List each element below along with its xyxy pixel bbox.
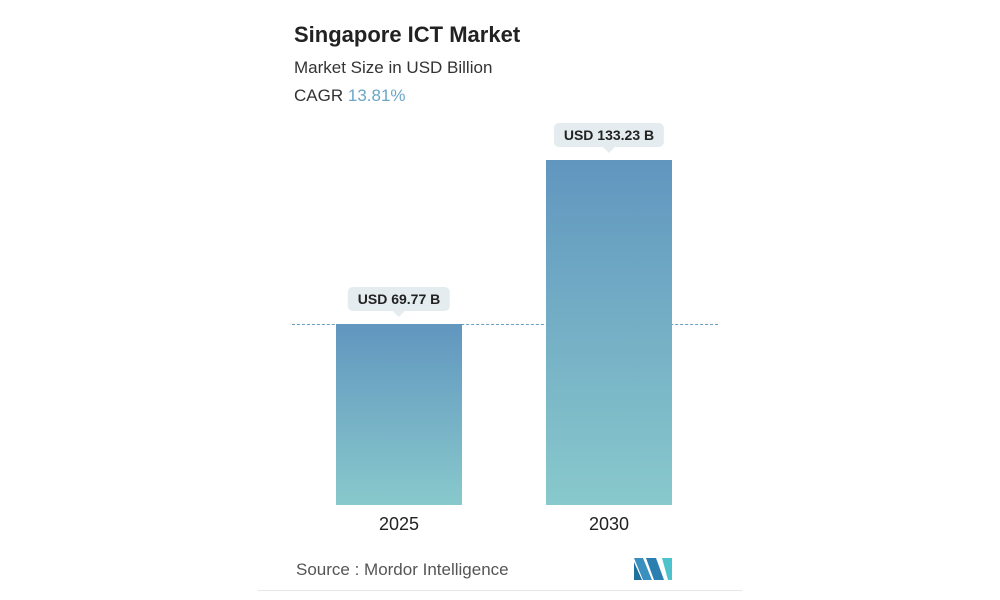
cagr: CAGR 13.81% <box>294 86 406 106</box>
chart-subtitle: Market Size in USD Billion <box>294 58 493 77</box>
cagr-label: CAGR <box>294 86 344 105</box>
bar-2030 <box>546 160 672 505</box>
data-label: USD 133.23 B <box>553 123 665 153</box>
divider <box>258 590 742 591</box>
source: Source : Mordor Intelligence <box>296 560 509 579</box>
cagr-value: 13.81% <box>347 86 406 105</box>
reference-line <box>292 324 718 325</box>
x-tick-label: 2030 <box>588 514 630 534</box>
x-tick-label: 2025 <box>378 514 420 534</box>
data-label: USD 69.77 B <box>347 287 451 318</box>
mordor-logo-icon <box>634 558 672 580</box>
bar-2025 <box>336 324 462 505</box>
chart-title: Singapore ICT Market <box>294 22 521 47</box>
